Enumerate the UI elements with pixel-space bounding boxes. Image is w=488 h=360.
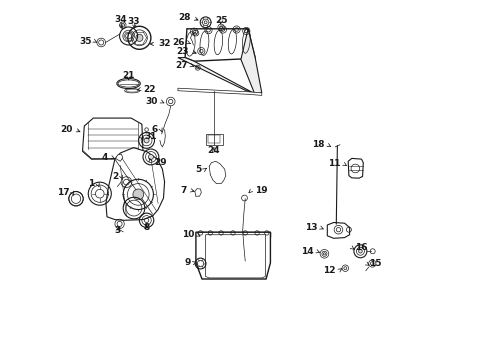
Text: 11: 11 (327, 159, 340, 168)
Text: 10: 10 (182, 230, 194, 239)
Circle shape (133, 189, 143, 200)
Polygon shape (115, 154, 122, 161)
Text: 25: 25 (214, 15, 227, 24)
Text: 23: 23 (176, 46, 188, 55)
Polygon shape (326, 222, 349, 238)
Text: 26: 26 (172, 38, 184, 47)
Polygon shape (196, 232, 270, 237)
Text: 31: 31 (144, 132, 157, 140)
Text: 29: 29 (153, 158, 166, 167)
Text: 30: 30 (145, 97, 158, 106)
Text: 17: 17 (57, 188, 69, 197)
Polygon shape (241, 29, 261, 94)
Text: 27: 27 (175, 61, 188, 70)
Text: 35: 35 (79, 37, 91, 46)
Text: 34: 34 (114, 15, 126, 24)
Text: 19: 19 (254, 186, 266, 194)
Circle shape (358, 249, 362, 253)
Text: 32: 32 (158, 40, 170, 49)
Text: 4: 4 (102, 153, 108, 162)
Text: 24: 24 (207, 146, 220, 155)
Text: 1: 1 (88, 179, 95, 188)
Text: 21: 21 (122, 71, 135, 80)
Polygon shape (82, 118, 142, 159)
Polygon shape (185, 29, 255, 61)
Text: 3: 3 (114, 226, 121, 235)
Polygon shape (106, 148, 164, 220)
Text: 7: 7 (180, 186, 186, 194)
Bar (205, 134, 223, 145)
Text: 18: 18 (311, 140, 324, 149)
Text: 2: 2 (112, 172, 118, 181)
Circle shape (144, 138, 149, 143)
Polygon shape (178, 88, 261, 95)
Polygon shape (196, 232, 270, 279)
Polygon shape (82, 150, 142, 159)
Text: 12: 12 (323, 266, 335, 275)
Text: 20: 20 (60, 125, 72, 134)
Text: 28: 28 (178, 13, 190, 22)
Text: 33: 33 (127, 17, 140, 26)
Text: 9: 9 (184, 258, 191, 267)
Circle shape (136, 34, 142, 41)
Text: 6: 6 (152, 125, 158, 134)
Text: 15: 15 (368, 259, 381, 268)
Circle shape (148, 154, 153, 159)
Text: 5: 5 (195, 165, 201, 174)
Text: 8: 8 (143, 223, 149, 232)
Polygon shape (205, 235, 265, 278)
Bar (208, 135, 220, 143)
Polygon shape (347, 158, 363, 178)
Text: 16: 16 (354, 243, 366, 252)
Text: 13: 13 (304, 223, 317, 232)
Polygon shape (178, 58, 254, 94)
Text: 14: 14 (301, 247, 313, 256)
Text: 22: 22 (142, 85, 155, 94)
